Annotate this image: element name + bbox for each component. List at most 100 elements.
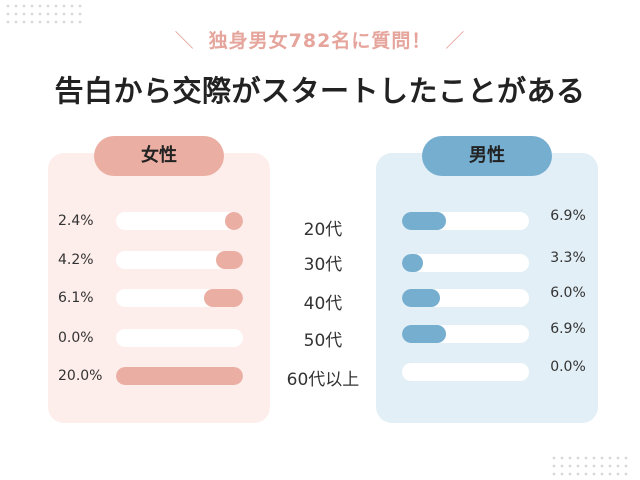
- decor-dot: [22, 20, 26, 24]
- decor-dot: [54, 20, 58, 24]
- decor-dot: [624, 456, 628, 460]
- decor-dot: [54, 12, 58, 16]
- male-bar-track: [402, 325, 529, 343]
- decor-dot: [592, 456, 596, 460]
- slash-right: ／: [445, 30, 466, 52]
- decor-dot: [608, 464, 612, 468]
- decor-dot: [78, 4, 82, 8]
- page-title: 告白から交際がスタートしたことがある: [54, 74, 586, 108]
- decor-dot: [608, 472, 612, 476]
- male-bar-track: [402, 363, 529, 381]
- decor-dot: [30, 12, 34, 16]
- female-bar: [116, 367, 243, 385]
- male-value-label: 6.9%: [550, 208, 586, 224]
- decor-dot: [568, 464, 572, 468]
- decor-dot: [70, 4, 74, 8]
- female-value-label: 0.0%: [58, 330, 94, 346]
- decor-dot: [30, 20, 34, 24]
- decor-dot: [600, 472, 604, 476]
- decor-dot: [70, 12, 74, 16]
- decor-dot: [592, 472, 596, 476]
- decor-dot: [62, 20, 66, 24]
- decor-dot: [568, 456, 572, 460]
- decor-dot: [78, 20, 82, 24]
- decor-dot: [600, 464, 604, 468]
- decor-dot: [62, 12, 66, 16]
- decor-dot: [624, 464, 628, 468]
- male-bar-track: [402, 254, 529, 272]
- decor-dot: [552, 464, 556, 468]
- slash-left: ＼: [174, 30, 195, 52]
- decor-dot: [584, 456, 588, 460]
- female-value-label: 6.1%: [58, 290, 94, 306]
- decor-dot: [616, 472, 620, 476]
- decor-dot: [584, 464, 588, 468]
- subtitle: ＼ 独身男女782名に質問！ ／: [0, 26, 640, 53]
- male-bar: [402, 254, 423, 272]
- decor-dot: [14, 20, 18, 24]
- age-label: 50代: [303, 331, 343, 351]
- decor-dot: [46, 12, 50, 16]
- female-bar: [216, 251, 243, 269]
- female-bar-track: [116, 212, 243, 230]
- female-bar: [225, 212, 243, 230]
- female-value-label: 20.0%: [58, 368, 103, 384]
- male-bar-track: [402, 212, 529, 230]
- male-bar-track: [402, 289, 529, 307]
- age-label: 60代以上: [286, 370, 360, 390]
- age-label: 20代: [303, 220, 343, 240]
- male-bar: [402, 325, 446, 343]
- female-value-label: 4.2%: [58, 252, 94, 268]
- female-bar-track: [116, 367, 243, 385]
- decor-dot: [30, 4, 34, 8]
- decor-dot: [552, 472, 556, 476]
- decor-dot: [560, 464, 564, 468]
- male-bar: [402, 289, 441, 307]
- male-legend-pill: 男性: [422, 136, 552, 176]
- decor-dot: [14, 4, 18, 8]
- female-bar: [204, 289, 243, 307]
- decor-dot: [6, 20, 10, 24]
- decor-dot: [576, 456, 580, 460]
- female-legend-pill: 女性: [94, 136, 224, 176]
- male-value-label: 6.0%: [550, 285, 586, 301]
- decor-dot: [78, 12, 82, 16]
- decorative-dots-bottom-right: [552, 456, 628, 476]
- female-bar-track: [116, 289, 243, 307]
- decor-dot: [608, 456, 612, 460]
- decor-dot: [600, 456, 604, 460]
- decor-dot: [576, 472, 580, 476]
- decor-dot: [624, 472, 628, 476]
- female-value-label: 2.4%: [58, 213, 94, 229]
- female-bar-track: [116, 329, 243, 347]
- age-label: 30代: [303, 255, 343, 275]
- decor-dot: [592, 464, 596, 468]
- decor-dot: [616, 464, 620, 468]
- male-value-label: 6.9%: [550, 321, 586, 337]
- decor-dot: [568, 472, 572, 476]
- decor-dot: [6, 12, 10, 16]
- male-value-label: 3.3%: [550, 250, 586, 266]
- decor-dot: [38, 4, 42, 8]
- decor-dot: [560, 472, 564, 476]
- decor-dot: [576, 464, 580, 468]
- decor-dot: [46, 20, 50, 24]
- decor-dot: [552, 456, 556, 460]
- subtitle-text: 独身男女782名に質問！: [208, 30, 432, 52]
- male-value-label: 0.0%: [550, 359, 586, 375]
- decor-dot: [38, 12, 42, 16]
- decor-dot: [14, 12, 18, 16]
- decor-dot: [6, 4, 10, 8]
- decor-dot: [38, 20, 42, 24]
- decor-dot: [54, 4, 58, 8]
- decor-dot: [560, 456, 564, 460]
- decor-dot: [584, 472, 588, 476]
- female-bar-track: [116, 251, 243, 269]
- decor-dot: [616, 456, 620, 460]
- decor-dot: [46, 4, 50, 8]
- decor-dot: [62, 4, 66, 8]
- age-label: 40代: [303, 294, 343, 314]
- decor-dot: [22, 4, 26, 8]
- decor-dot: [70, 20, 74, 24]
- decor-dot: [22, 12, 26, 16]
